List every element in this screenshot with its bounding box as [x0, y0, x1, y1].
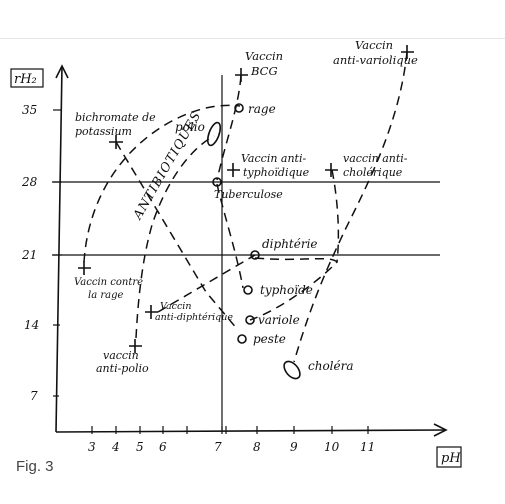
y-axis-label: rH₂ [14, 72, 37, 87]
y-axis-arrow [55, 64, 69, 79]
plus-markers [78, 45, 414, 353]
label-vaccin-variolique: Vaccin [355, 38, 393, 52]
label-vaccin-cholerique: cholérique [343, 166, 403, 179]
plus-marker-polio [129, 339, 142, 353]
y-ticks: 35 28 21 14 7 [21, 103, 62, 403]
y-axis-label-box [10, 68, 44, 88]
label-vaccin-cholerique: vaccin anti- [343, 152, 408, 165]
cholerique-drop-line [331, 169, 340, 263]
x-tick-label: 9 [290, 440, 298, 454]
y-tick-label: 7 [30, 389, 38, 403]
label-bichromate: potassium [75, 125, 132, 138]
label-typhoide: typhoïde [260, 283, 313, 297]
ellipse-marker-cholera [283, 360, 301, 380]
bcg-to-tuberculose-curve [216, 75, 242, 181]
circle-marker-variole [245, 315, 255, 325]
plus-marker-cholerique [325, 163, 338, 177]
annotations: Vaccin BCG Vaccin anti-variolique bichro… [74, 38, 418, 375]
label-vaccin-variolique: anti-variolique [333, 53, 418, 67]
plus-marker-typhoidique [227, 163, 240, 177]
label-vaccin-rage: la rage [88, 290, 123, 301]
label-diphterie: diphtérie [262, 237, 318, 251]
diphterie-to-variole-curve [249, 257, 339, 321]
label-vaccin-polio: vaccin [103, 349, 139, 362]
x-tick-label: 8 [253, 440, 261, 454]
label-vaccin-rage: Vaccin contre [74, 277, 143, 288]
label-vaccin-diphterique: anti-diphtérique [155, 312, 233, 323]
x-tick-label: 10 [324, 440, 340, 454]
inner-zone-curve [135, 135, 215, 339]
dashed-curves [83, 51, 408, 363]
label-vaccin-typhoidique: Vaccin anti- [241, 152, 306, 165]
x-tick-label: 7 [214, 440, 222, 454]
label-rage: rage [248, 102, 276, 116]
variolique-to-cholera-curve [293, 51, 408, 363]
plus-marker-rage [78, 261, 91, 275]
circle-marker-typhoide [243, 285, 253, 295]
label-peste: peste [253, 332, 286, 346]
label-cholera: choléra [308, 359, 354, 373]
label-polio: polio [175, 120, 205, 134]
label-bichromate: bichromate de [75, 111, 156, 124]
plus-marker-diphterique [145, 305, 158, 319]
y-tick-label: 35 [22, 103, 37, 117]
circle-marker-rage [234, 103, 244, 113]
label-vaccin-bcg: BCG [250, 64, 278, 78]
outer-zone-curve [83, 104, 241, 263]
circle-markers [206, 103, 301, 380]
ellipse-marker-polio [206, 121, 222, 147]
label-variole: variole [258, 313, 300, 327]
label-vaccin-typhoidique: typhoïdique [243, 166, 310, 179]
x-tick-label: 4 [111, 440, 120, 454]
label-vaccin-diphterique: Vaccin [160, 301, 191, 312]
circle-marker-tuberculose [212, 177, 222, 187]
y-tick-label: 14 [24, 318, 39, 332]
label-tuberculose: Tuberculose [214, 188, 283, 201]
circle-marker-diphterie [250, 250, 260, 260]
diphterique-to-diphterie-line [157, 254, 256, 313]
plus-marker-bichromate [109, 135, 123, 149]
bichromate-diagonal [115, 141, 239, 331]
y-tick-label: 28 [21, 175, 38, 189]
plus-marker-variolique [401, 45, 414, 59]
x-axis-arrow [433, 423, 448, 437]
figure-caption: Fig. 3 [16, 458, 54, 475]
label-vaccin-bcg: Vaccin [245, 49, 283, 63]
label-vaccin-polio: anti-polio [96, 362, 149, 375]
y-axis [55, 65, 63, 433]
x-ticks: 3 4 5 6 7 8 9 10 11 [88, 426, 375, 454]
tuberculose-drop-curve [216, 183, 244, 289]
y-tick-label: 21 [21, 248, 37, 262]
plus-marker-bcg [235, 68, 248, 82]
circle-marker-peste [237, 334, 247, 344]
top-divider-line [0, 38, 505, 39]
x-axis-label-box [436, 446, 462, 468]
x-tick-label: 3 [88, 440, 96, 454]
x-tick-label: 6 [159, 440, 167, 454]
x-tick-label: 5 [136, 440, 144, 454]
x-axis [55, 429, 447, 433]
x-axis-label: pH [441, 451, 461, 466]
x-tick-label: 11 [360, 440, 375, 454]
